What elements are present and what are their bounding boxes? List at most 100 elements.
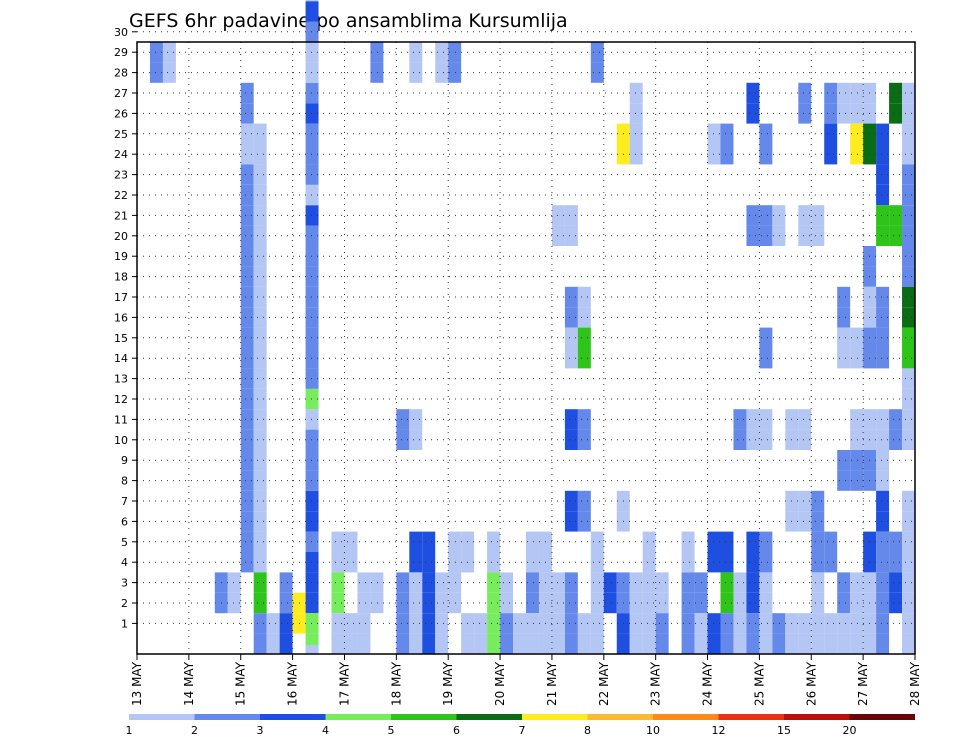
heatmap-cell (526, 592, 539, 614)
heatmap-cell (759, 429, 773, 450)
heatmap-cell (837, 348, 851, 369)
x-tick-label: 26 MAY (804, 661, 818, 706)
heatmap-cell (526, 633, 539, 654)
x-tick-label: 23 MAY (649, 661, 663, 706)
heatmap-cell (876, 450, 890, 471)
heatmap-cell (253, 164, 267, 185)
heatmap-cell (526, 572, 539, 593)
heatmap-cell (370, 62, 384, 83)
heatmap-cell (305, 82, 319, 104)
heatmap-cell (564, 511, 578, 532)
heatmap-cell (759, 327, 773, 348)
heatmap-cell (876, 572, 890, 593)
y-tick-label: 13 (114, 373, 128, 386)
heatmap-cell (305, 164, 319, 185)
heatmap-cell (681, 531, 695, 552)
heatmap-cell (642, 592, 656, 614)
heatmap-cell (305, 450, 319, 471)
heatmap-cell (850, 82, 864, 104)
heatmap-cell (681, 572, 695, 593)
heatmap-cell (837, 633, 851, 654)
heatmap-cell (240, 103, 254, 124)
heatmap-cell (889, 82, 903, 104)
legend-swatch (718, 714, 784, 720)
heatmap-cell (798, 409, 812, 430)
heatmap-cell (798, 490, 812, 512)
heatmap-cell (448, 62, 462, 83)
legend-label: 4 (322, 724, 329, 737)
heatmap-cell (305, 62, 319, 83)
heatmap-cell (902, 123, 915, 144)
heatmap-cell (279, 592, 293, 614)
heatmap-cell (759, 613, 773, 634)
heatmap-cell (500, 613, 514, 634)
legend-swatch (587, 714, 653, 720)
heatmap-cell (240, 82, 254, 104)
color-legend: 1 2 3 4 5 6 7 8 10 12 15 20 (126, 714, 915, 737)
y-tick-label: 21 (114, 209, 128, 222)
legend-swatch (325, 714, 391, 720)
heatmap-cell (253, 388, 267, 410)
heatmap-cell (811, 613, 825, 634)
heatmap-cell (240, 348, 254, 369)
heatmap-cell (681, 592, 695, 614)
heatmap-cell (902, 429, 915, 450)
heatmap-cell (564, 225, 578, 246)
heatmap-cell (240, 531, 254, 552)
heatmap-cell (564, 572, 578, 593)
heatmap-cell (837, 470, 851, 491)
heatmap-cell (422, 552, 436, 573)
heatmap-cell (435, 592, 449, 614)
heatmap-cell (577, 286, 591, 308)
heatmap-cell (811, 511, 825, 532)
heatmap-cell (902, 286, 915, 308)
heatmap-cell (720, 552, 734, 573)
heatmap-cell (409, 531, 423, 552)
heatmap-cell (253, 266, 267, 287)
heatmap-cell (798, 82, 812, 104)
heatmap-cell (655, 572, 669, 593)
heatmap-cell (876, 429, 890, 450)
heatmap-cell (759, 572, 773, 593)
heatmap-cell (733, 572, 747, 593)
heatmap-cell (253, 572, 267, 593)
heatmap-cell (551, 205, 565, 226)
heatmap-cell (305, 307, 319, 328)
y-tick-label: 5 (121, 536, 128, 549)
heatmap-cell (837, 82, 851, 104)
heatmap-cell (876, 592, 890, 614)
heatmap-cell (681, 613, 695, 634)
heatmap-cell (889, 531, 903, 552)
heatmap-cell (642, 613, 656, 634)
heatmap-cell (448, 552, 462, 573)
heatmap-cell (590, 613, 604, 634)
heatmap-cell (305, 572, 319, 593)
y-tick-label: 19 (114, 250, 128, 263)
heatmap-cell (396, 572, 410, 593)
heatmap-cell (305, 552, 319, 573)
heatmap-cell (720, 531, 734, 552)
heatmap-cell (422, 613, 436, 634)
heatmap-cell (681, 552, 695, 573)
y-tick-label: 3 (121, 577, 128, 590)
heatmap-cell (564, 348, 578, 369)
heatmap-cell (435, 572, 449, 593)
heatmap-cell (577, 307, 591, 328)
heatmap-cell (629, 572, 643, 593)
y-tick-label: 8 (121, 475, 128, 488)
legend-label: 10 (646, 724, 660, 737)
heatmap-cell (811, 225, 825, 246)
y-tick-label: 27 (114, 87, 128, 100)
heatmap-cell (331, 613, 345, 634)
heatmap-cell (850, 144, 864, 165)
heatmap-cell (474, 633, 488, 654)
heatmap-cell (876, 552, 890, 573)
heatmap-cell (759, 144, 773, 165)
heatmap-cell (253, 286, 267, 308)
heatmap-cell (798, 633, 812, 654)
x-tick-label: 13 MAY (130, 661, 144, 706)
heatmap-cell (902, 368, 915, 389)
heatmap-cell (850, 592, 864, 614)
heatmap-cell (902, 184, 915, 206)
heatmap-cell (590, 572, 604, 593)
